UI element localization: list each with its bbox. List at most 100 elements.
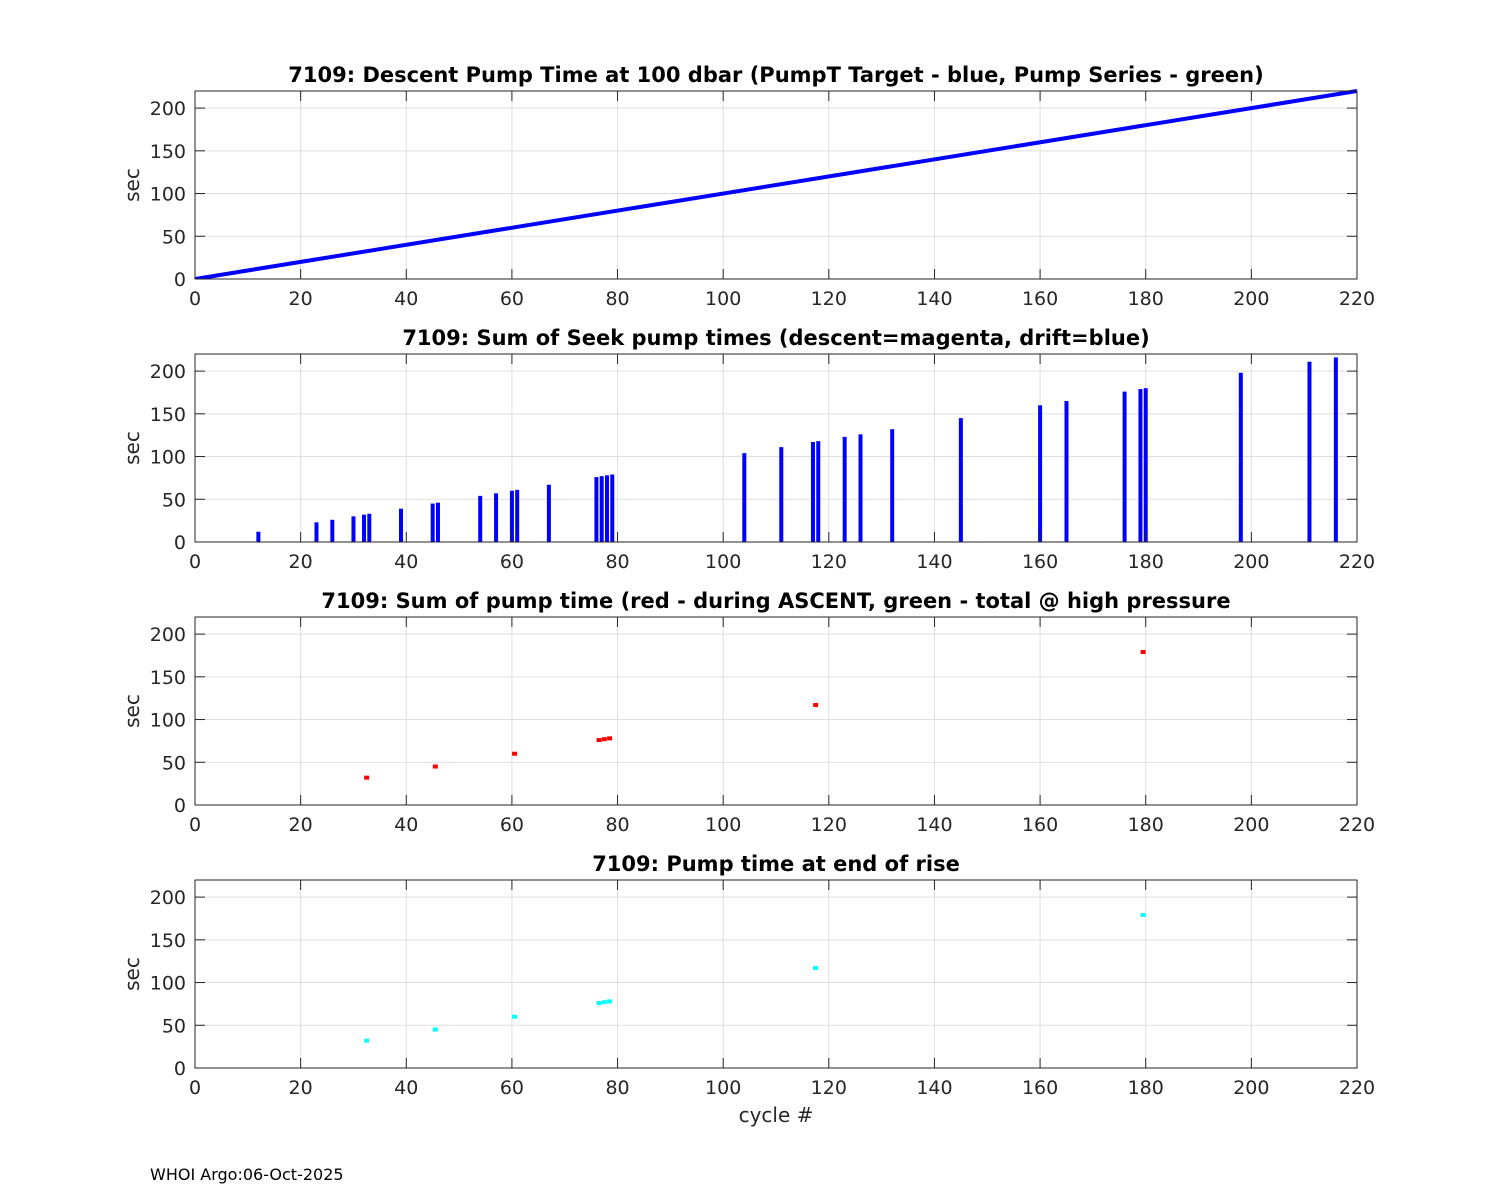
bar <box>1064 401 1069 542</box>
x-tick-label: 180 <box>1128 551 1164 573</box>
bar <box>810 442 815 542</box>
bar <box>515 489 520 542</box>
x-tick-label: 140 <box>916 288 952 310</box>
x-tick-label: 20 <box>289 814 313 836</box>
x-tick-label: 0 <box>189 1077 201 1099</box>
bar <box>435 502 440 542</box>
y-tick-label: 100 <box>150 184 186 206</box>
y-axis-label: sec <box>120 168 144 202</box>
x-tick-label: 140 <box>916 1077 952 1099</box>
y-tick-label: 0 <box>174 795 186 817</box>
x-tick-label: 180 <box>1128 814 1164 836</box>
y-tick-label: 0 <box>174 1058 186 1080</box>
y-tick-label: 50 <box>162 226 186 248</box>
y-tick-label: 150 <box>150 404 186 426</box>
x-tick-label: 220 <box>1339 1077 1375 1099</box>
x-tick-label: 60 <box>500 551 524 573</box>
x-tick-label: 20 <box>289 1077 313 1099</box>
x-tick-label: 220 <box>1339 551 1375 573</box>
chart-panel-3: 0 20 40 60 80 100 120 140 160 180 200 220 0 50 100 150 2… <box>120 589 1375 836</box>
x-tick-label: 40 <box>394 1077 418 1099</box>
x-tick-label: 80 <box>605 1077 629 1099</box>
y-tick-label: 100 <box>150 973 186 995</box>
x-tick-label: 40 <box>394 551 418 573</box>
y-tick-label: 200 <box>150 624 186 646</box>
x-tick-label: 0 <box>189 288 201 310</box>
point <box>432 1027 438 1032</box>
x-tick-label: 220 <box>1339 814 1375 836</box>
bar <box>1143 388 1148 542</box>
x-tick-label: 160 <box>1022 288 1058 310</box>
x-tick-label: 200 <box>1233 814 1269 836</box>
chart-title: 7109: Sum of Seek pump times (descent=ma… <box>402 326 1149 350</box>
bar <box>1122 391 1127 542</box>
x-tick-label: 120 <box>811 1077 847 1099</box>
y-tick-label: 100 <box>150 710 186 732</box>
x-axis-label: cycle # <box>739 1103 814 1127</box>
chart-title: 7109: Pump time at end of rise <box>592 852 960 876</box>
point <box>364 1038 370 1043</box>
bar <box>351 516 356 542</box>
y-tick-label: 50 <box>162 1015 186 1037</box>
x-tick-label: 60 <box>500 288 524 310</box>
x-tick-label: 200 <box>1233 1077 1269 1099</box>
plot-area <box>195 880 1357 1068</box>
x-tick-label: 120 <box>811 814 847 836</box>
x-tick-label: 80 <box>605 288 629 310</box>
bar <box>610 474 615 542</box>
x-tick-label: 220 <box>1339 288 1375 310</box>
bar <box>398 508 403 542</box>
chart-panel-2: 0 20 40 60 80 100 120 140 160 180 200 220 0 50 100 150 2… <box>120 326 1375 573</box>
bar <box>494 493 499 542</box>
footer-stamp: WHOI Argo:06-Oct-2025 <box>150 1165 344 1184</box>
bar <box>742 453 747 542</box>
bar <box>1038 405 1043 542</box>
x-tick-label: 200 <box>1233 551 1269 573</box>
bar <box>362 514 367 542</box>
point <box>596 1001 602 1006</box>
y-tick-label: 50 <box>162 489 186 511</box>
series-group <box>195 89 1357 279</box>
bar <box>1238 372 1243 542</box>
point <box>1140 650 1146 655</box>
y-axis-label: sec <box>120 694 144 728</box>
y-axis-label: sec <box>120 957 144 991</box>
bar <box>816 441 821 542</box>
y-tick-label: 0 <box>174 532 186 554</box>
y-tick-label: 100 <box>150 447 186 469</box>
x-tick-label: 60 <box>500 1077 524 1099</box>
y-axis-label: sec <box>120 431 144 465</box>
x-tick-label: 100 <box>705 551 741 573</box>
point <box>432 764 438 769</box>
x-tick-label: 60 <box>500 814 524 836</box>
chart-panel-1: 0 20 40 60 80 100 120 140 160 180 200 220 0 50 100 150 2… <box>120 63 1375 310</box>
bar <box>599 476 604 542</box>
point <box>512 1014 518 1019</box>
series-group <box>256 357 1338 542</box>
bar <box>779 447 784 542</box>
x-tick-label: 20 <box>289 551 313 573</box>
x-tick-label: 180 <box>1128 288 1164 310</box>
bar <box>842 436 847 542</box>
x-tick-label: 200 <box>1233 288 1269 310</box>
chart-title: 7109: Descent Pump Time at 100 dbar (Pum… <box>288 63 1263 87</box>
bar <box>1307 361 1312 542</box>
point <box>813 703 819 708</box>
plot-area <box>195 617 1357 805</box>
y-tick-label: 200 <box>150 361 186 383</box>
series-line <box>195 89 1357 279</box>
axes-box <box>194 90 1358 280</box>
bar <box>256 531 261 542</box>
bar <box>858 434 863 542</box>
axes-box <box>194 353 1358 543</box>
point <box>607 999 613 1004</box>
x-tick-label: 0 <box>189 814 201 836</box>
x-tick-label: 40 <box>394 288 418 310</box>
x-tick-label: 100 <box>705 1077 741 1099</box>
y-tick-label: 200 <box>150 98 186 120</box>
y-tick-label: 150 <box>150 141 186 163</box>
x-tick-label: 140 <box>916 551 952 573</box>
point <box>364 775 370 780</box>
x-tick-label: 120 <box>811 551 847 573</box>
